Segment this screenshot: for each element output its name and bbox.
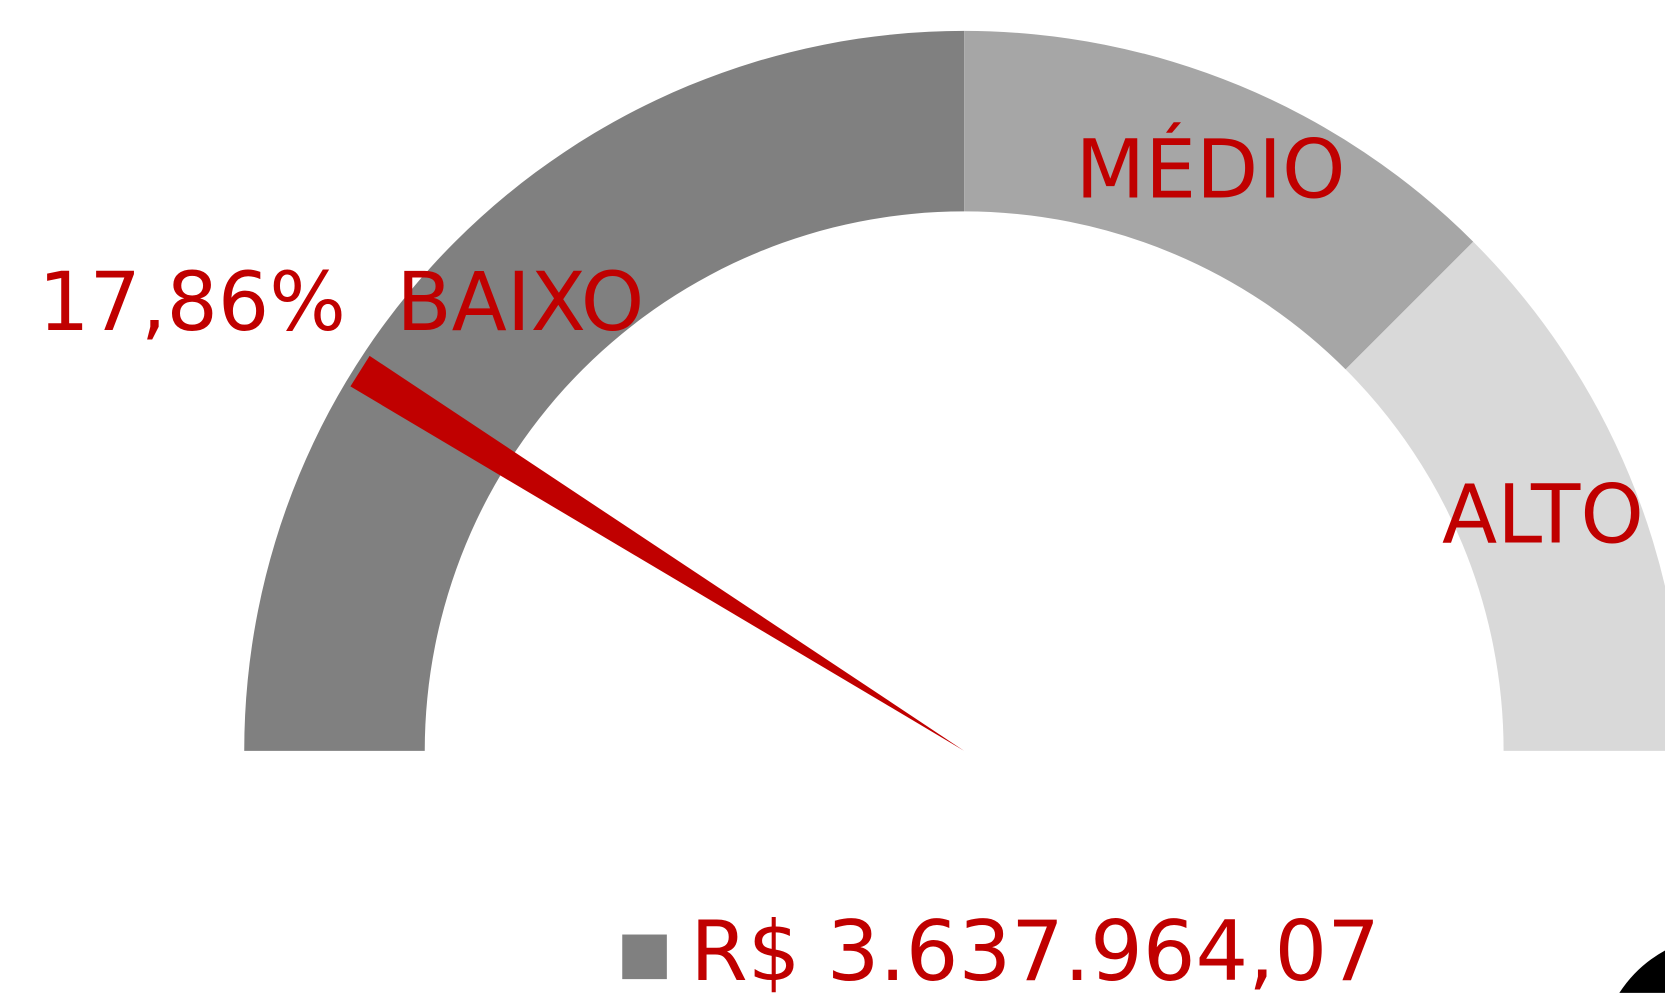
corner-decoration [1619, 950, 1665, 993]
legend-swatch [622, 934, 667, 980]
gauge-band [964, 30, 1474, 370]
value-label: 17,86% [38, 256, 346, 350]
band-label: ALTO [1442, 468, 1644, 562]
band-label: BAIXO [396, 256, 644, 350]
gauge-band [244, 30, 965, 751]
needle [350, 355, 965, 751]
band-label: MÉDIO [1075, 122, 1345, 217]
legend-label: R$ 3.637.964,07 [690, 903, 1380, 993]
gauge-band [1345, 241, 1665, 751]
